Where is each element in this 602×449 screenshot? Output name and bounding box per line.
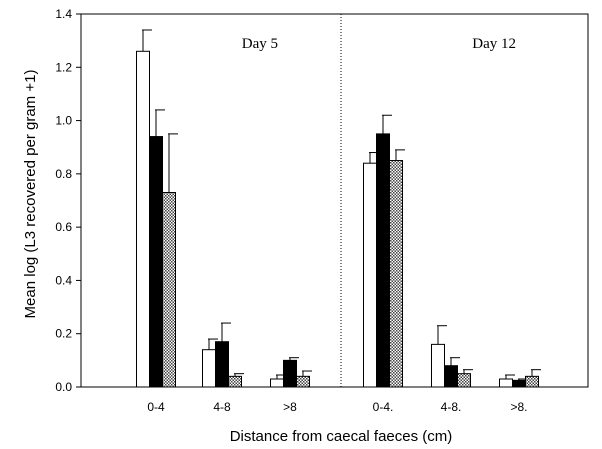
y-tick-label: 0.2	[55, 327, 72, 341]
bar	[136, 50, 150, 388]
y-tick-label: 1.2	[55, 60, 72, 74]
x-tick-label: 4-8	[213, 400, 231, 414]
bar	[215, 341, 229, 388]
y-axis-title: Mean log (L3 recovered per gram +1)	[22, 70, 39, 319]
bar	[283, 359, 297, 388]
bar	[389, 160, 403, 388]
y-tick-label: 0.4	[55, 273, 72, 287]
bar	[363, 162, 377, 388]
panel-label: Day 12	[472, 36, 516, 52]
bar	[202, 349, 216, 388]
bar	[499, 378, 513, 388]
bar	[525, 375, 539, 388]
plot-area: 0.0 0.2 0.4 0.6 0.8 1.0 1.2 1.4 Day 5 0-4 4-8 >8 Day…	[55, 7, 589, 414]
bar	[149, 136, 163, 388]
bar	[457, 373, 471, 388]
y-tick-label: 0.6	[55, 220, 72, 234]
y-tick-label: 0.8	[55, 167, 72, 181]
bar	[376, 133, 390, 388]
x-tick-label: 4-8.	[441, 400, 462, 414]
y-tick-label: 1.0	[55, 114, 72, 128]
bar	[444, 365, 458, 388]
bar	[431, 343, 445, 388]
x-tick-label: >8.	[510, 400, 527, 414]
bar	[228, 375, 242, 388]
bar	[512, 379, 526, 388]
x-tick-label: 0-4.	[373, 400, 394, 414]
bar	[270, 378, 284, 388]
bar	[162, 192, 176, 388]
y-tick-label: 0.0	[55, 380, 72, 394]
bar	[296, 375, 310, 388]
x-tick-label: >8	[283, 400, 297, 414]
panel-label: Day 5	[242, 36, 278, 52]
x-tick-label: 0-4	[147, 400, 165, 414]
x-axis-title: Distance from caecal faeces (cm)	[230, 428, 453, 445]
y-tick-label: 1.4	[55, 7, 72, 21]
plot-frame	[80, 13, 589, 388]
